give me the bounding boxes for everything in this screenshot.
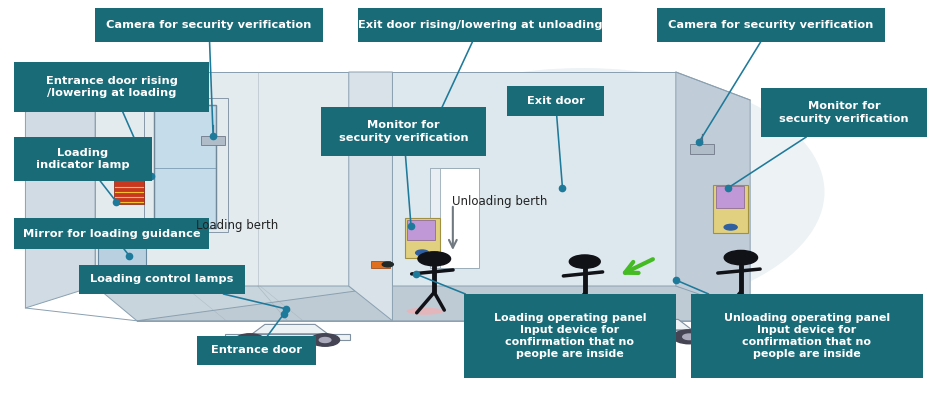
Polygon shape bbox=[225, 334, 350, 340]
Circle shape bbox=[418, 252, 450, 266]
FancyBboxPatch shape bbox=[416, 140, 440, 149]
Text: Mirror for loading guidance: Mirror for loading guidance bbox=[23, 228, 200, 238]
Polygon shape bbox=[349, 72, 392, 321]
Circle shape bbox=[382, 262, 393, 267]
Text: Monitor for
security verification: Monitor for security verification bbox=[339, 120, 468, 143]
Circle shape bbox=[673, 330, 706, 344]
Ellipse shape bbox=[406, 308, 444, 315]
Text: Loading berth: Loading berth bbox=[197, 220, 278, 232]
FancyBboxPatch shape bbox=[464, 294, 676, 378]
Circle shape bbox=[311, 334, 340, 346]
Circle shape bbox=[682, 334, 695, 340]
Polygon shape bbox=[154, 105, 216, 228]
FancyBboxPatch shape bbox=[716, 186, 744, 208]
FancyBboxPatch shape bbox=[14, 137, 152, 181]
Circle shape bbox=[416, 250, 429, 256]
Text: Camera for security verification: Camera for security verification bbox=[668, 20, 874, 30]
Text: Camera for security verification: Camera for security verification bbox=[107, 20, 312, 30]
FancyBboxPatch shape bbox=[690, 144, 714, 154]
FancyBboxPatch shape bbox=[691, 294, 923, 378]
Polygon shape bbox=[25, 72, 95, 308]
Circle shape bbox=[724, 224, 738, 230]
Text: Unloading berth: Unloading berth bbox=[451, 196, 547, 208]
Polygon shape bbox=[137, 286, 801, 321]
Text: Loading
indicator lamp: Loading indicator lamp bbox=[37, 148, 130, 170]
FancyBboxPatch shape bbox=[98, 238, 146, 268]
Circle shape bbox=[319, 338, 331, 342]
Ellipse shape bbox=[563, 308, 599, 315]
FancyBboxPatch shape bbox=[321, 107, 487, 156]
Text: Exit door rising/lowering at unloading: Exit door rising/lowering at unloading bbox=[358, 20, 603, 30]
Polygon shape bbox=[253, 324, 328, 334]
Polygon shape bbox=[392, 72, 676, 286]
FancyBboxPatch shape bbox=[761, 88, 927, 137]
FancyBboxPatch shape bbox=[407, 220, 435, 240]
Text: Entrance door rising
/lowering at loading: Entrance door rising /lowering at loadin… bbox=[46, 76, 178, 98]
Circle shape bbox=[235, 334, 264, 346]
Polygon shape bbox=[430, 168, 479, 268]
Text: Loading operating panel
Input device for
confirmation that no
people are inside: Loading operating panel Input device for… bbox=[493, 313, 646, 359]
Circle shape bbox=[569, 255, 600, 268]
FancyBboxPatch shape bbox=[95, 8, 323, 42]
FancyBboxPatch shape bbox=[14, 62, 210, 112]
Polygon shape bbox=[579, 330, 717, 337]
FancyBboxPatch shape bbox=[201, 136, 226, 145]
Circle shape bbox=[244, 338, 256, 342]
FancyBboxPatch shape bbox=[14, 218, 210, 249]
Circle shape bbox=[591, 330, 622, 344]
Text: Entrance door: Entrance door bbox=[212, 345, 302, 355]
Text: Loading control lamps: Loading control lamps bbox=[91, 274, 234, 284]
Text: Monitor for
security verification: Monitor for security verification bbox=[779, 101, 909, 124]
FancyBboxPatch shape bbox=[713, 185, 748, 233]
Polygon shape bbox=[430, 168, 440, 268]
Polygon shape bbox=[95, 72, 349, 286]
Text: Unloading operating panel
Input device for
confirmation that no
people are insid: Unloading operating panel Input device f… bbox=[724, 313, 890, 359]
Circle shape bbox=[724, 250, 757, 265]
Ellipse shape bbox=[716, 308, 753, 315]
FancyBboxPatch shape bbox=[506, 86, 605, 116]
FancyBboxPatch shape bbox=[404, 218, 440, 258]
FancyBboxPatch shape bbox=[358, 8, 603, 42]
FancyBboxPatch shape bbox=[657, 8, 885, 42]
Polygon shape bbox=[95, 286, 392, 321]
Ellipse shape bbox=[342, 68, 825, 316]
FancyBboxPatch shape bbox=[371, 261, 389, 268]
FancyBboxPatch shape bbox=[113, 179, 144, 204]
Polygon shape bbox=[609, 319, 692, 330]
Polygon shape bbox=[676, 72, 750, 312]
Circle shape bbox=[600, 334, 613, 340]
FancyBboxPatch shape bbox=[197, 336, 316, 365]
FancyBboxPatch shape bbox=[80, 265, 244, 294]
Text: Exit door: Exit door bbox=[527, 96, 584, 106]
